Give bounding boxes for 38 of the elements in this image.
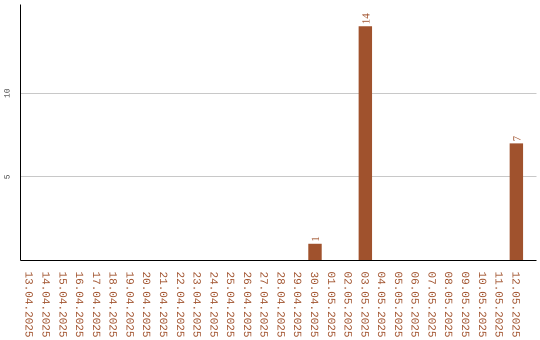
x-tick-label: 14.04.2025 [38, 272, 51, 338]
data-label: 7 [511, 135, 524, 142]
x-tick-label: 08.05.2025 [441, 272, 454, 338]
x-tick-label: 05.05.2025 [390, 272, 403, 338]
x-tick-label: 24.04.2025 [206, 272, 218, 338]
x-tick-label: 03.05.2025 [357, 272, 370, 338]
x-tick-label: 04.05.2025 [374, 272, 386, 338]
x-tick-label: 30.04.2025 [307, 272, 319, 338]
x-tick-label: 07.05.2025 [424, 272, 436, 338]
x-tick-label: 02.05.2025 [340, 272, 353, 338]
x-tick-label: 21.04.2025 [156, 272, 168, 338]
x-tick-label: 27.04.2025 [256, 272, 269, 338]
y-tick-label: 10 [4, 88, 12, 98]
x-tick-label: 06.05.2025 [408, 272, 420, 338]
x-tick-label: 19.04.2025 [122, 272, 134, 338]
x-tick-label: 17.04.2025 [88, 272, 101, 338]
x-tick-label: 25.04.2025 [223, 272, 236, 338]
x-tick-label: 12.05.2025 [508, 272, 520, 338]
bar [308, 244, 322, 260]
x-tick-label: 28.04.2025 [273, 272, 286, 338]
x-tick-label: 09.05.2025 [458, 272, 470, 338]
x-tick-label: 22.04.2025 [172, 272, 185, 338]
x-tick-label: 13.04.2025 [22, 272, 34, 338]
x-tick-label: 15.04.2025 [55, 272, 68, 338]
bar [510, 143, 524, 260]
data-label: 14 [360, 12, 372, 24]
x-tick-label: 29.04.2025 [290, 272, 302, 338]
x-tick-label: 18.04.2025 [106, 272, 118, 338]
x-tick-label: 20.04.2025 [139, 272, 152, 338]
bar [358, 26, 372, 260]
data-label: 1 [310, 236, 322, 242]
y-tick-label: 5 [4, 174, 12, 180]
x-tick-label: 01.05.2025 [324, 272, 336, 338]
x-tick-label: 10.05.2025 [474, 272, 487, 338]
x-tick-label: 16.04.2025 [72, 272, 84, 338]
x-tick-label: 11.05.2025 [492, 272, 504, 338]
x-tick-label: 23.04.2025 [190, 272, 202, 338]
x-tick-label: 26.04.2025 [240, 272, 252, 338]
